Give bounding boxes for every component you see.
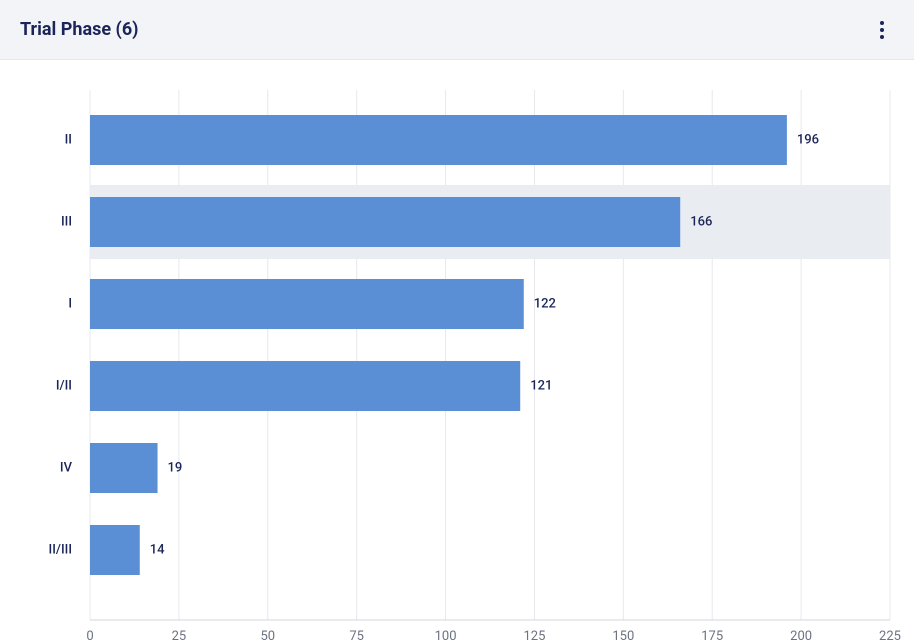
- x-tick-label: 0: [86, 629, 93, 642]
- chart-card: Trial Phase (6) 0 25 50 75 100 125 150 175 200 22…: [0, 0, 914, 642]
- bar-chart: 0 25 50 75 100 125 150 175 200 225 II 196 III 166 I 122…: [0, 60, 914, 642]
- value-label: 121: [530, 378, 552, 393]
- chart-area: 0 25 50 75 100 125 150 175 200 225 II 196 III 166 I 122…: [0, 60, 914, 642]
- x-tick-label: 150: [612, 629, 634, 642]
- card-header: Trial Phase (6): [0, 0, 914, 60]
- x-tick-label: 100: [435, 629, 457, 642]
- value-label: 196: [797, 132, 819, 147]
- bar[interactable]: [90, 279, 524, 329]
- x-tick-label: 225: [879, 629, 901, 642]
- x-tick-label: 125: [523, 629, 545, 642]
- y-tick-label: I: [68, 296, 72, 311]
- bar[interactable]: [90, 525, 140, 575]
- y-tick-label: II: [65, 132, 72, 147]
- value-label: 19: [168, 460, 183, 475]
- value-label: 166: [690, 214, 712, 229]
- more-options-button[interactable]: [870, 18, 894, 42]
- x-tick-label: 200: [790, 629, 812, 642]
- bar[interactable]: [90, 197, 680, 247]
- x-tick-label: 175: [701, 629, 723, 642]
- y-tick-label: I/II: [56, 378, 72, 393]
- x-tick-label: 25: [172, 629, 187, 642]
- y-tick-label: III: [61, 214, 72, 229]
- y-tick-label: IV: [60, 460, 73, 475]
- bar[interactable]: [90, 115, 787, 165]
- x-tick-label: 50: [260, 629, 275, 642]
- bar[interactable]: [90, 443, 158, 493]
- value-label: 122: [534, 296, 556, 311]
- y-tick-label: II/III: [49, 542, 72, 557]
- bar[interactable]: [90, 361, 520, 411]
- card-title: Trial Phase (6): [20, 19, 138, 40]
- x-tick-label: 75: [349, 629, 364, 642]
- kebab-icon: [880, 21, 884, 39]
- value-label: 14: [150, 542, 165, 557]
